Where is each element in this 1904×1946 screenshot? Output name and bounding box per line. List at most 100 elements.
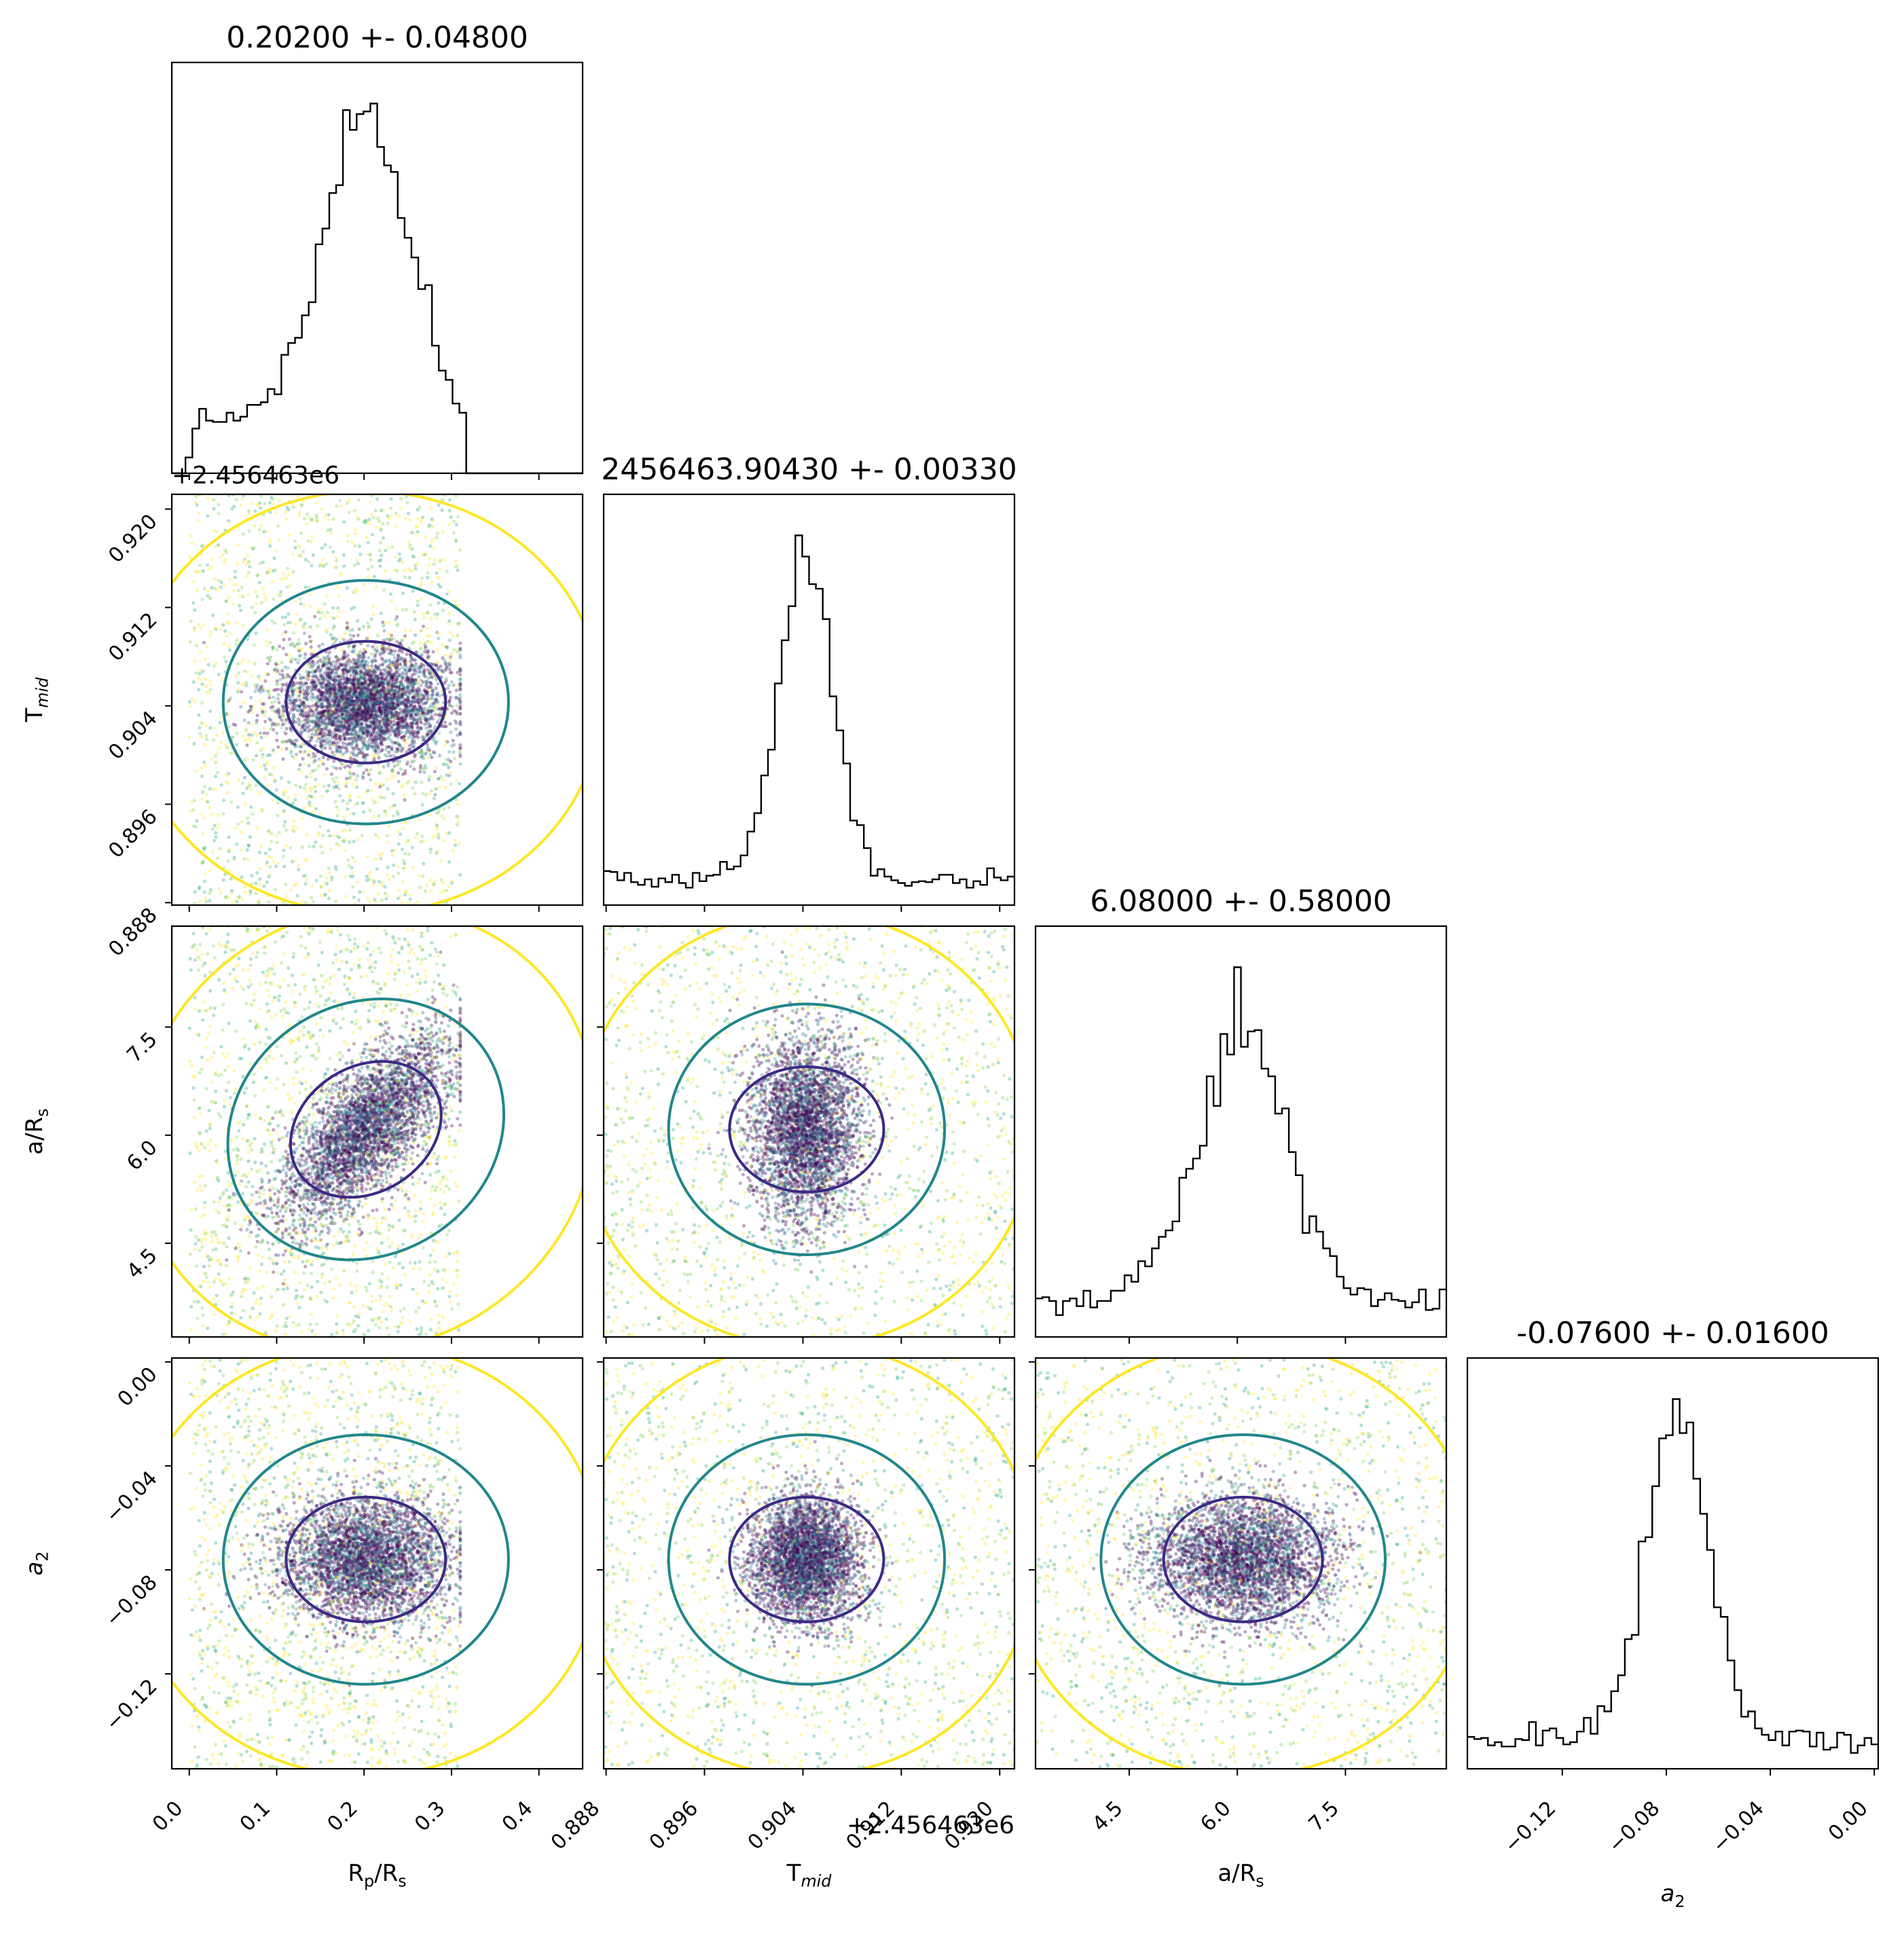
scatter-point bbox=[353, 690, 357, 695]
scatter-point bbox=[355, 722, 359, 727]
scatter-point bbox=[208, 726, 213, 730]
scatter-point bbox=[203, 677, 207, 681]
scatter-point bbox=[387, 750, 391, 754]
scatter-point bbox=[244, 727, 249, 732]
scatter-point bbox=[394, 666, 398, 670]
scatter-point bbox=[406, 695, 410, 699]
scatter-point bbox=[447, 498, 452, 502]
scatter-point bbox=[333, 728, 337, 732]
scatter-point bbox=[397, 732, 401, 736]
scatter-point bbox=[321, 680, 325, 685]
scatter-point bbox=[285, 653, 289, 657]
scatter-point bbox=[372, 701, 377, 705]
scatter-point bbox=[405, 889, 409, 894]
scatter-point bbox=[206, 513, 210, 518]
scatter-point bbox=[423, 717, 427, 722]
scatter-point bbox=[342, 553, 346, 557]
scatter-point bbox=[240, 497, 244, 501]
scatter-point bbox=[371, 670, 375, 675]
scatter-point bbox=[350, 665, 354, 669]
scatter-point bbox=[369, 698, 373, 703]
scatter-point bbox=[409, 656, 414, 660]
scatter-point bbox=[331, 765, 335, 769]
scatter-point bbox=[276, 687, 280, 691]
scatter-point bbox=[249, 695, 253, 700]
scatter-point bbox=[435, 571, 439, 575]
scatter-point bbox=[411, 589, 415, 593]
scatter-point bbox=[379, 528, 383, 532]
scatter-point bbox=[281, 790, 285, 794]
scatter-point bbox=[337, 843, 342, 847]
scatter-point bbox=[373, 717, 377, 721]
scatter-point bbox=[359, 687, 363, 691]
scatter-point bbox=[275, 738, 279, 742]
scatter-point bbox=[389, 689, 393, 693]
scatter-point bbox=[367, 693, 371, 697]
scatter-point bbox=[390, 599, 394, 603]
scatter-point bbox=[371, 685, 376, 689]
scatter-point bbox=[366, 717, 370, 721]
scatter-point bbox=[223, 548, 227, 552]
scatter-point bbox=[285, 682, 289, 686]
scatter-point bbox=[429, 889, 433, 893]
scatter-point bbox=[197, 887, 201, 891]
scatter-point bbox=[454, 727, 458, 731]
scatter-point bbox=[392, 723, 396, 727]
scatter-point bbox=[416, 735, 420, 739]
scatter-point bbox=[333, 699, 337, 703]
scatter-point bbox=[382, 703, 386, 708]
scatter-point bbox=[237, 778, 241, 782]
scatter-point bbox=[360, 722, 364, 727]
scatter-point bbox=[369, 768, 373, 772]
scatter-point bbox=[446, 621, 450, 625]
scatter-point bbox=[277, 701, 281, 705]
scatter-point bbox=[307, 585, 311, 589]
scatter-point bbox=[358, 724, 362, 729]
scatter-point bbox=[289, 750, 293, 755]
scatter-point bbox=[378, 771, 382, 775]
scatter-point bbox=[308, 755, 313, 760]
x-tick-label: 0.00 bbox=[1824, 1797, 1873, 1846]
scatter-point bbox=[289, 748, 293, 753]
scatter-point bbox=[315, 708, 319, 713]
scatter-point bbox=[192, 741, 196, 746]
scatter-point bbox=[386, 651, 391, 655]
scatter-point bbox=[458, 667, 462, 671]
scatter-point bbox=[305, 522, 309, 526]
scatter-point bbox=[409, 678, 414, 682]
scatter-point bbox=[374, 585, 378, 589]
scatter-point bbox=[430, 672, 434, 676]
scatter-point bbox=[335, 504, 339, 509]
scatter-point bbox=[188, 704, 192, 708]
scatter-point bbox=[308, 794, 312, 798]
scatter-point bbox=[377, 705, 381, 710]
scatter-point bbox=[251, 547, 255, 551]
scatter-point bbox=[335, 775, 339, 780]
scatter-point bbox=[346, 764, 350, 768]
scatter-point bbox=[204, 684, 208, 689]
scatter-point bbox=[280, 722, 285, 727]
scatter-point bbox=[367, 695, 371, 699]
scatter-point bbox=[302, 707, 306, 711]
scatter-point bbox=[206, 800, 210, 804]
scatter-point bbox=[387, 737, 391, 741]
scatter-point bbox=[361, 801, 365, 805]
scatter-point bbox=[363, 756, 368, 760]
scatter-point bbox=[305, 512, 310, 516]
scatter-point bbox=[302, 806, 307, 811]
scatter-point bbox=[210, 557, 214, 561]
scatter-point bbox=[333, 703, 337, 707]
scatter-point bbox=[439, 675, 444, 679]
scatter-point bbox=[322, 695, 327, 699]
scatter-point bbox=[370, 494, 374, 498]
scatter-point bbox=[455, 703, 459, 708]
scatter-point bbox=[403, 740, 408, 744]
scatter-point bbox=[382, 686, 387, 690]
scatter-point bbox=[395, 698, 399, 702]
scatter-point bbox=[227, 519, 231, 523]
scatter-point bbox=[422, 674, 426, 678]
scatter-point bbox=[249, 889, 253, 894]
scatter-point bbox=[393, 673, 397, 677]
scatter-point bbox=[458, 746, 462, 750]
scatter-point bbox=[314, 790, 318, 794]
